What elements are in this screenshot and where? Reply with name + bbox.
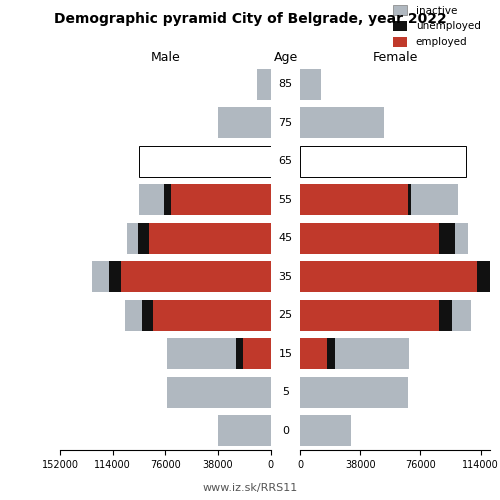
- Bar: [243, 338, 271, 369]
- Text: www.iz.sk/RRS11: www.iz.sk/RRS11: [202, 482, 298, 492]
- Bar: [300, 262, 493, 292]
- Bar: [300, 262, 478, 292]
- Bar: [300, 223, 468, 254]
- Bar: [300, 377, 408, 408]
- Bar: [153, 300, 271, 330]
- Text: 15: 15: [278, 349, 292, 359]
- Legend: inactive, unemployed, employed: inactive, unemployed, employed: [388, 1, 485, 51]
- Bar: [300, 184, 411, 215]
- Bar: [164, 184, 271, 215]
- Text: 85: 85: [278, 79, 292, 89]
- Bar: [167, 338, 271, 369]
- Bar: [171, 184, 271, 215]
- Text: 65: 65: [278, 156, 292, 166]
- Text: 5: 5: [282, 387, 289, 397]
- Bar: [300, 108, 384, 138]
- Bar: [300, 184, 458, 215]
- Title: Age: Age: [274, 51, 297, 64]
- Bar: [108, 262, 271, 292]
- Title: Male: Male: [150, 51, 180, 64]
- Text: 75: 75: [278, 118, 292, 128]
- Title: Female: Female: [372, 51, 418, 64]
- Bar: [126, 223, 271, 254]
- Bar: [300, 184, 408, 215]
- Bar: [300, 262, 500, 292]
- Bar: [300, 300, 471, 330]
- Bar: [139, 146, 271, 176]
- Text: 45: 45: [278, 233, 292, 243]
- Bar: [300, 300, 452, 330]
- Bar: [300, 146, 466, 176]
- Bar: [300, 416, 351, 446]
- Bar: [139, 184, 271, 215]
- Text: Demographic pyramid City of Belgrade, year 2022: Demographic pyramid City of Belgrade, ye…: [54, 12, 446, 26]
- Bar: [218, 416, 271, 446]
- Bar: [300, 338, 410, 369]
- Bar: [92, 262, 271, 292]
- Text: 35: 35: [278, 272, 292, 282]
- Text: 55: 55: [278, 194, 292, 205]
- Text: 25: 25: [278, 310, 292, 320]
- Bar: [167, 377, 271, 408]
- Bar: [149, 223, 271, 254]
- Bar: [218, 108, 271, 138]
- Bar: [121, 262, 271, 292]
- Bar: [236, 338, 271, 369]
- Bar: [300, 338, 335, 369]
- Bar: [257, 69, 271, 100]
- Bar: [300, 300, 440, 330]
- Bar: [300, 338, 327, 369]
- Bar: [300, 69, 321, 100]
- Bar: [138, 223, 271, 254]
- Text: 0: 0: [282, 426, 289, 436]
- Bar: [300, 223, 455, 254]
- Bar: [125, 300, 271, 330]
- Bar: [142, 300, 271, 330]
- Bar: [300, 223, 440, 254]
